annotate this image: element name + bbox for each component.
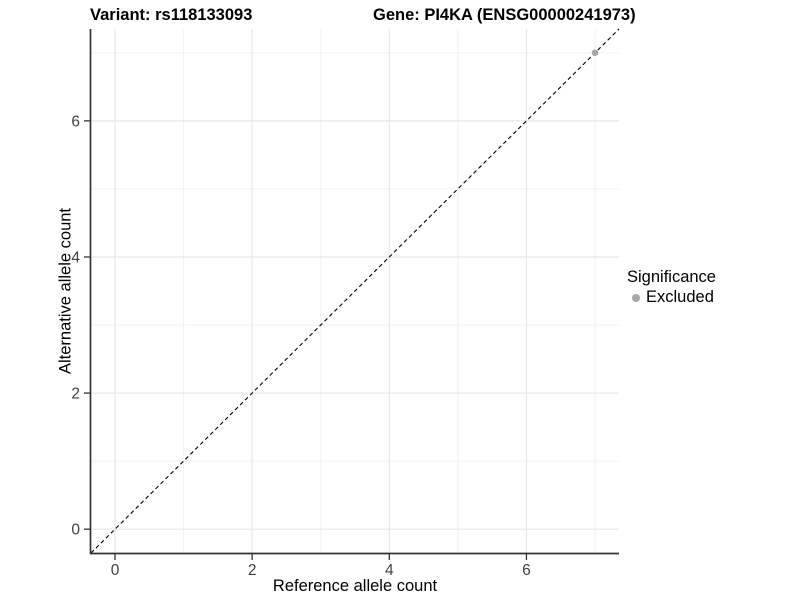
y-tick-label: 4	[71, 249, 80, 266]
x-tick-label: 6	[522, 562, 531, 579]
y-tick-label: 2	[71, 386, 80, 403]
legend: Significance Excluded	[627, 268, 716, 307]
y-tick-label: 0	[71, 522, 80, 539]
plot-title-gene: Gene: PI4KA (ENSG00000241973)	[373, 6, 636, 24]
x-tick-label: 2	[248, 562, 257, 579]
x-axis-title: Reference allele count	[272, 577, 438, 595]
identity-dashed-line	[90, 28, 620, 554]
legend-item-label: Excluded	[646, 288, 714, 306]
data-point	[591, 49, 599, 57]
y-tick-label: 6	[71, 113, 80, 130]
legend-title: Significance	[627, 268, 716, 286]
x-tick-label: 0	[111, 562, 120, 579]
legend-item-excluded: Excluded	[627, 288, 716, 307]
plot-title-variant: Variant: rs118133093	[90, 6, 253, 24]
y-axis-title: Alternative allele count	[56, 207, 75, 375]
legend-marker-dot-icon	[632, 293, 640, 302]
x-tick-label: 4	[385, 562, 394, 579]
